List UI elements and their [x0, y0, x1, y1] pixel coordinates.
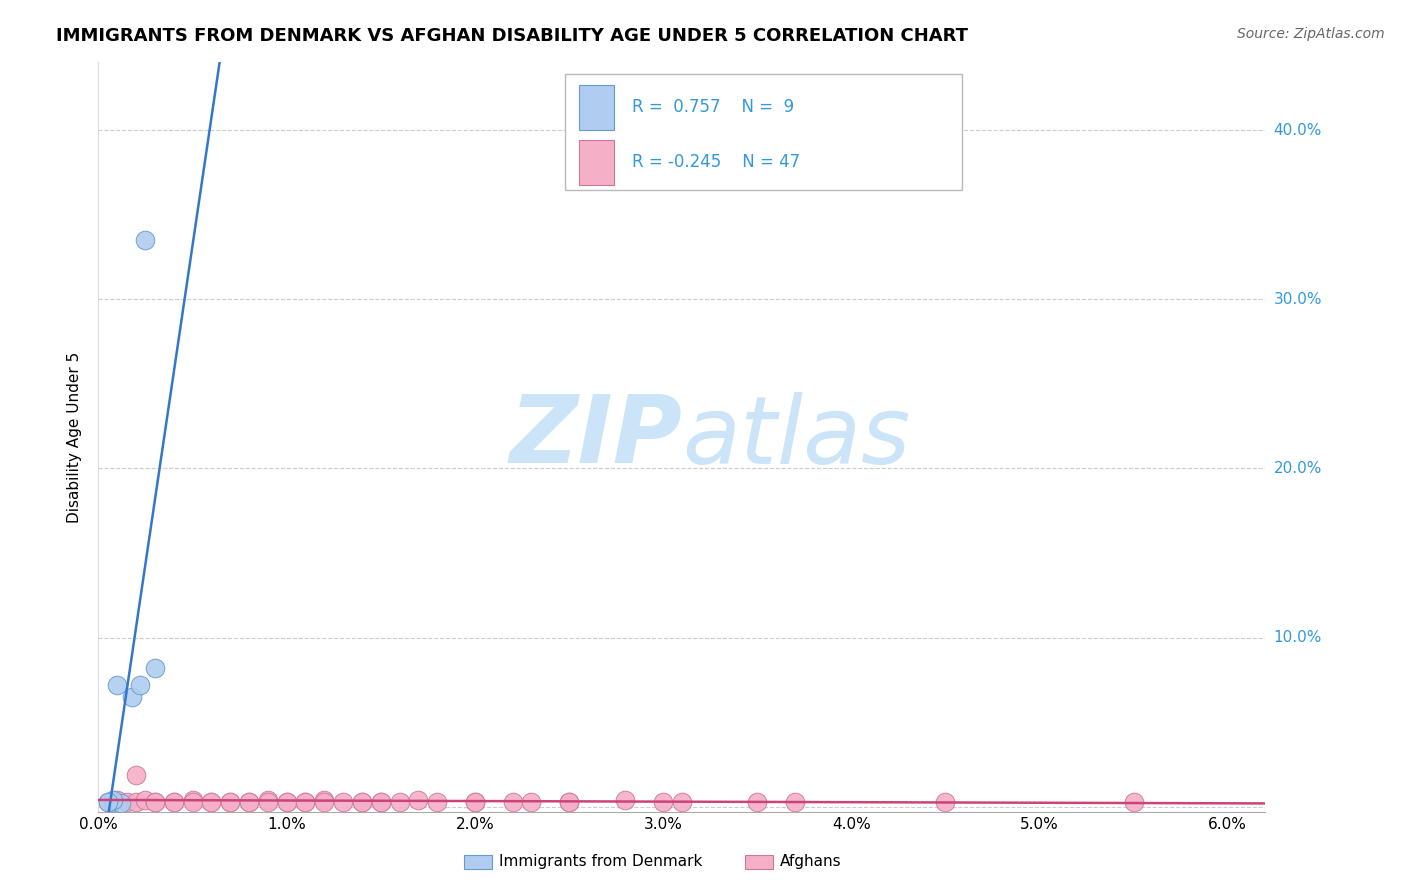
Point — [143, 795, 166, 809]
Point — [134, 233, 156, 247]
Text: atlas: atlas — [682, 392, 910, 483]
Point — [350, 795, 373, 809]
Point — [426, 795, 449, 809]
Point — [1122, 795, 1144, 809]
Point — [314, 795, 336, 809]
Point — [143, 661, 166, 675]
Point — [614, 793, 637, 807]
Bar — [579, 85, 614, 130]
Point — [370, 795, 392, 809]
Point — [238, 795, 260, 809]
FancyBboxPatch shape — [565, 74, 962, 190]
Point — [110, 797, 132, 811]
Point — [134, 793, 156, 807]
Point — [105, 678, 128, 692]
Point — [97, 795, 120, 809]
Point — [558, 795, 581, 809]
Point — [125, 767, 148, 781]
Point — [163, 795, 186, 809]
Point — [464, 795, 486, 809]
Point — [934, 795, 956, 809]
Text: 40.0%: 40.0% — [1274, 122, 1322, 137]
Text: 30.0%: 30.0% — [1274, 292, 1322, 307]
Point — [520, 795, 543, 809]
Point — [652, 795, 675, 809]
Point — [558, 795, 581, 809]
Y-axis label: Disability Age Under 5: Disability Age Under 5 — [67, 351, 83, 523]
Text: ZIP: ZIP — [509, 391, 682, 483]
Point — [276, 795, 298, 809]
Text: Afghans: Afghans — [780, 855, 842, 869]
Point — [219, 795, 242, 809]
Point — [181, 795, 204, 809]
Text: Immigrants from Denmark: Immigrants from Denmark — [499, 855, 703, 869]
Point — [256, 793, 278, 807]
Point — [103, 793, 125, 807]
Point — [671, 795, 693, 809]
Point — [200, 795, 222, 809]
Text: Source: ZipAtlas.com: Source: ZipAtlas.com — [1237, 27, 1385, 41]
Point — [200, 795, 222, 809]
Point — [219, 795, 242, 809]
Point — [115, 795, 138, 809]
Text: 20.0%: 20.0% — [1274, 461, 1322, 475]
Point — [464, 795, 486, 809]
Point — [783, 795, 806, 809]
Text: 10.0%: 10.0% — [1274, 630, 1322, 645]
Point — [294, 795, 316, 809]
Point — [103, 795, 125, 809]
Point — [105, 793, 128, 807]
Point — [502, 795, 524, 809]
Point — [125, 795, 148, 809]
Bar — [464, 855, 492, 869]
Point — [350, 795, 373, 809]
Point — [181, 793, 204, 807]
Point — [128, 678, 150, 692]
Point — [143, 795, 166, 809]
Point — [238, 795, 260, 809]
Point — [163, 795, 186, 809]
Point — [370, 795, 392, 809]
Text: R = -0.245    N = 47: R = -0.245 N = 47 — [631, 153, 800, 171]
Bar — [579, 140, 614, 185]
Bar — [745, 855, 773, 869]
Point — [408, 793, 430, 807]
Point — [97, 795, 120, 809]
Point — [388, 795, 411, 809]
Point — [332, 795, 354, 809]
Point — [276, 795, 298, 809]
Point — [121, 690, 143, 704]
Text: IMMIGRANTS FROM DENMARK VS AFGHAN DISABILITY AGE UNDER 5 CORRELATION CHART: IMMIGRANTS FROM DENMARK VS AFGHAN DISABI… — [56, 27, 969, 45]
Point — [256, 795, 278, 809]
Point — [314, 793, 336, 807]
Text: R =  0.757    N =  9: R = 0.757 N = 9 — [631, 98, 794, 116]
Point — [747, 795, 769, 809]
Point — [294, 795, 316, 809]
